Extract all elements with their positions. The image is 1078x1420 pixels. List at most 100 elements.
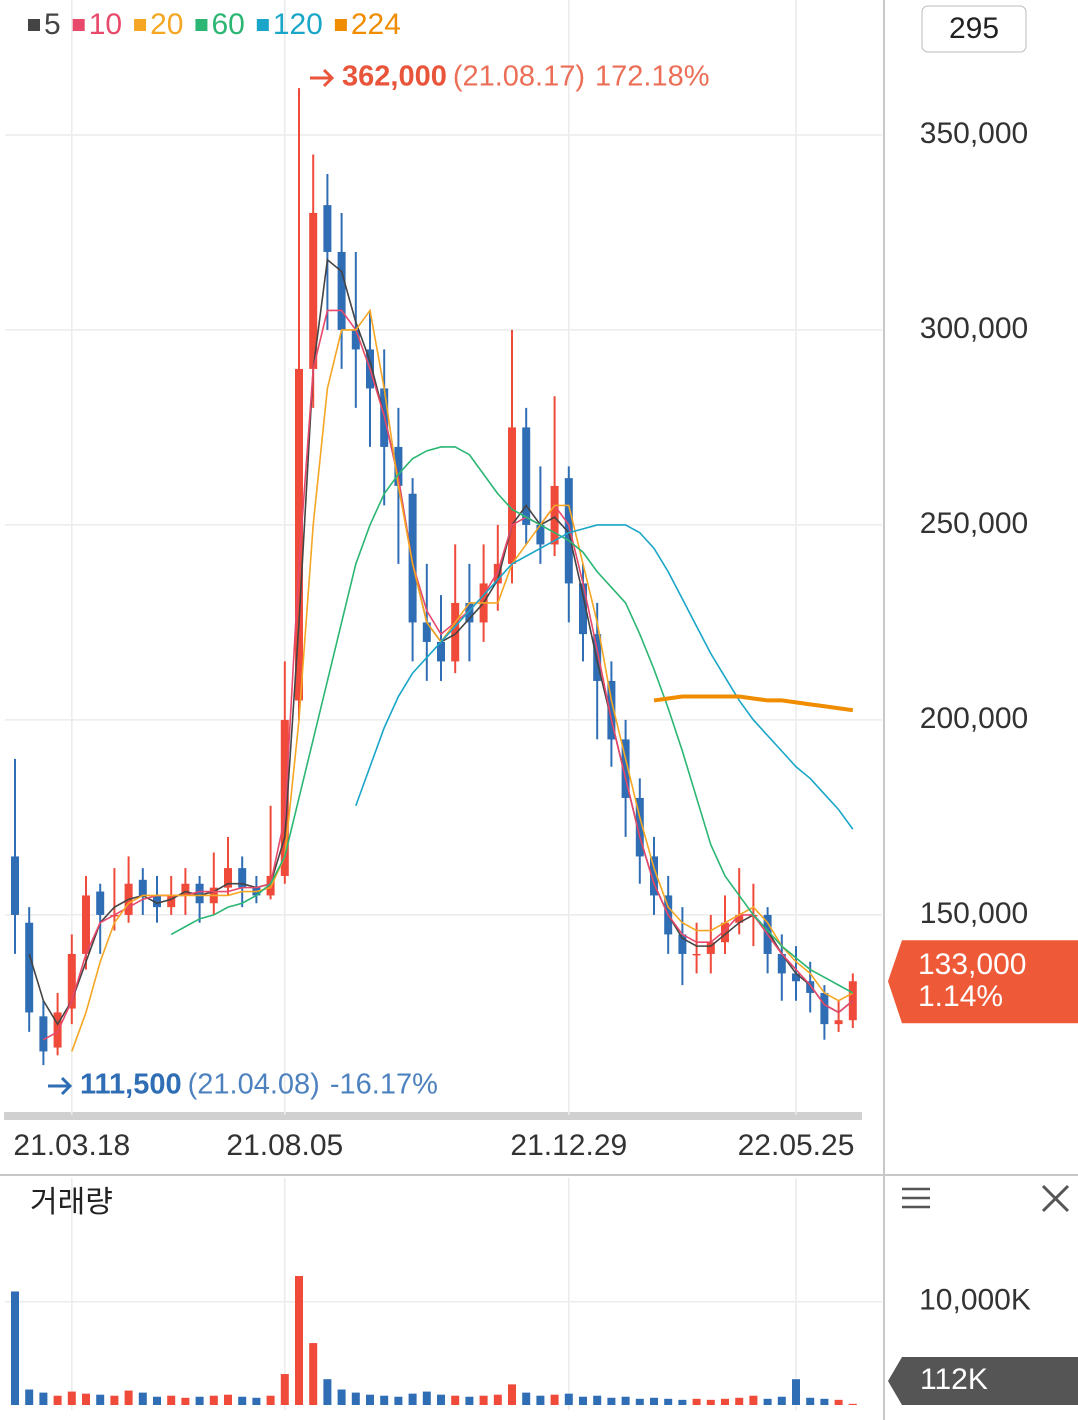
volume-bar [408, 1393, 417, 1405]
x-tick-label: 21.03.18 [13, 1129, 130, 1162]
volume-bar [295, 1275, 303, 1405]
volume-bar [82, 1393, 90, 1405]
candle-body [607, 680, 616, 740]
candle-body [138, 879, 147, 896]
volume-bar [735, 1397, 744, 1405]
legend-swatch [28, 19, 40, 31]
candle-body [394, 446, 403, 486]
candle-body [650, 856, 658, 896]
volume-bar [67, 1391, 76, 1405]
volume-bar [167, 1395, 176, 1405]
close-icon[interactable] [1041, 1184, 1070, 1213]
candle-body [39, 1016, 48, 1052]
current-volume-label: 112K [920, 1363, 988, 1396]
current-volume-box [888, 1357, 1078, 1405]
top-box[interactable] [921, 5, 1027, 53]
legend-label: 10 [89, 8, 122, 41]
ma-line [653, 694, 854, 713]
volume-bar [508, 1384, 516, 1405]
volume-bar [848, 1403, 857, 1405]
volume-bar [394, 1396, 403, 1405]
volume-bar [25, 1389, 34, 1405]
candle-body [635, 797, 644, 857]
volume-bar [224, 1394, 232, 1405]
volume-bar [820, 1398, 829, 1405]
candle-body [706, 942, 715, 954]
candle-body [792, 973, 800, 982]
candle-body [777, 953, 786, 974]
annotation-change: -16.17% [330, 1069, 438, 1101]
candle-body [621, 739, 630, 798]
volume-bar [834, 1399, 843, 1405]
candle-body [295, 368, 303, 701]
volume-bar [266, 1395, 275, 1405]
volume-bar [422, 1391, 431, 1405]
legend-label: 60 [211, 8, 244, 41]
volume-bar [635, 1398, 644, 1405]
candle-body [508, 427, 516, 564]
volume-bar [706, 1399, 715, 1405]
current-change-label: 1.14% [918, 980, 1003, 1013]
x-tick-label: 21.12.29 [510, 1129, 627, 1162]
volume-bar [380, 1395, 389, 1405]
legend-swatch [72, 19, 85, 31]
volume-bar [763, 1398, 772, 1405]
volume-bar [692, 1398, 701, 1405]
legend-swatch [256, 19, 269, 31]
volume-bar [621, 1396, 630, 1405]
legend-label: 120 [273, 8, 323, 41]
volume-bar [593, 1395, 602, 1405]
candle-body [224, 868, 232, 888]
volume-bar [536, 1395, 545, 1405]
annotation-arrow [48, 1076, 73, 1096]
candle-body [280, 719, 289, 876]
volume-bar [351, 1392, 360, 1405]
candle-body [820, 992, 829, 1025]
y-tick-label: 350,000 [920, 117, 1028, 150]
candle-body [323, 205, 332, 252]
candle-body [408, 493, 417, 623]
legend-swatch [334, 19, 347, 31]
candle-body [536, 524, 545, 545]
annotation-value: 362,000 [342, 61, 447, 93]
candle-body [451, 602, 460, 662]
candle-body [721, 922, 729, 943]
y-tick-label: 10,000K [919, 1284, 1031, 1317]
volume-bar [650, 1397, 658, 1405]
volume-bar [522, 1392, 531, 1405]
volume-bar [110, 1395, 119, 1405]
volume-bar [806, 1397, 815, 1405]
y-tick-label: 300,000 [920, 312, 1028, 345]
volume-bar [124, 1390, 133, 1405]
volume-bar [366, 1394, 374, 1405]
volume-bar [579, 1396, 587, 1405]
volume-bar [678, 1399, 687, 1405]
candle-body [309, 212, 318, 369]
volume-bar [664, 1398, 673, 1405]
ma-line [43, 309, 854, 1041]
volume-bar [777, 1396, 786, 1405]
candle-body [493, 563, 502, 584]
menu-icon[interactable] [902, 1187, 930, 1209]
candle-body [692, 953, 701, 956]
candle-body [337, 251, 346, 330]
volume-bar [280, 1374, 289, 1405]
candle-body [564, 478, 573, 584]
candle-body [465, 602, 474, 623]
legend-swatch [134, 19, 147, 31]
y-tick-label: 250,000 [920, 507, 1028, 540]
current-price-box [888, 940, 1078, 1024]
candle-body [167, 895, 176, 908]
legend-label: 20 [150, 8, 183, 41]
y-tick-label: 200,000 [920, 702, 1028, 735]
volume-bar [39, 1392, 48, 1405]
candle-body [153, 895, 161, 908]
scrollbar[interactable] [4, 1112, 862, 1120]
annotation-change: 172.18% [595, 61, 710, 93]
candle-body [266, 875, 275, 896]
y-tick-label: 150,000 [920, 897, 1028, 930]
volume-bar [465, 1396, 474, 1405]
volume-bar [437, 1394, 445, 1405]
